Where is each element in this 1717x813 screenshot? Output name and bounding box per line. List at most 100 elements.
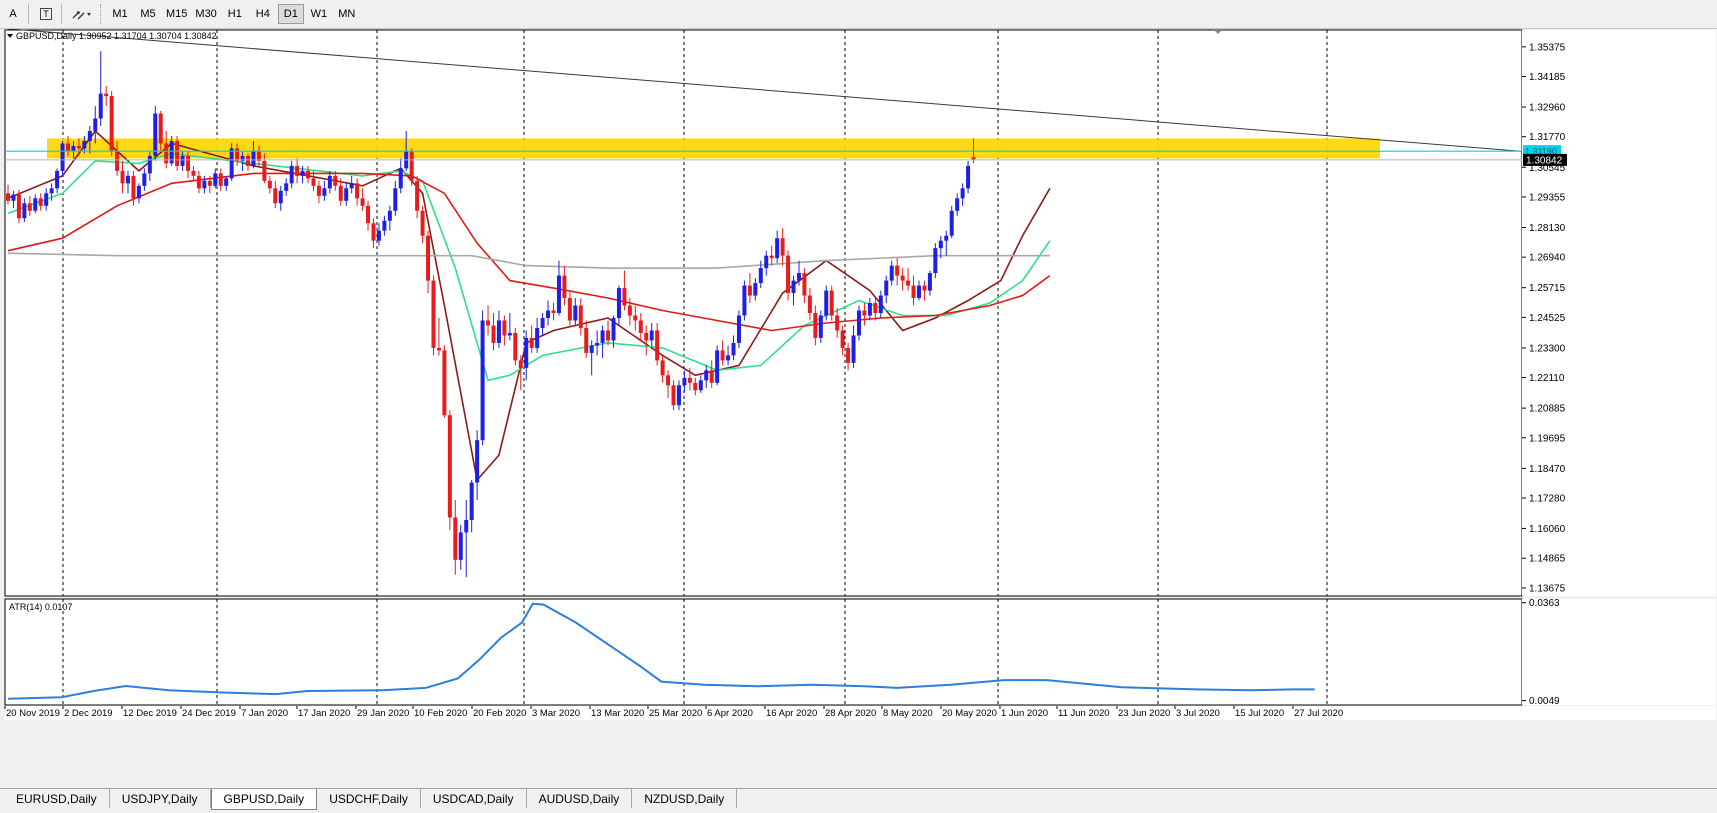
candle-bear[interactable] — [911, 285, 916, 299]
candle-bull[interactable] — [169, 140, 174, 164]
candle-bear[interactable] — [584, 327, 589, 353]
candle-bear[interactable] — [562, 275, 567, 299]
candle-bear[interactable] — [38, 198, 43, 206]
candle-bull[interactable] — [736, 315, 741, 343]
candle-bull[interactable] — [82, 140, 87, 149]
candle-bear[interactable] — [922, 285, 927, 291]
candle-bull[interactable] — [49, 188, 54, 194]
candle-bull[interactable] — [818, 315, 823, 338]
timeframe-h4-button[interactable]: H4 — [255, 8, 270, 20]
candle-bull[interactable] — [546, 310, 551, 318]
candle-bull[interactable] — [475, 440, 480, 483]
candle-bear[interactable] — [813, 313, 818, 338]
candle-bear[interactable] — [513, 332, 518, 361]
candle-bull[interactable] — [791, 280, 796, 294]
tab-usdchf[interactable]: USDCHF,Daily — [317, 789, 421, 808]
candle-bear[interactable] — [338, 185, 343, 201]
candle-bear[interactable] — [164, 143, 169, 164]
candle-bear[interactable] — [906, 280, 911, 286]
candle-bull[interactable] — [382, 220, 387, 231]
text-label-tool-button[interactable]: T — [35, 4, 57, 24]
candle-bear[interactable] — [158, 113, 163, 144]
candle-bull[interactable] — [698, 380, 703, 391]
candle-bull[interactable] — [731, 342, 736, 356]
candle-bull[interactable] — [589, 345, 594, 353]
candle-bear[interactable] — [120, 170, 125, 184]
candle-bear[interactable] — [295, 165, 300, 176]
candle-bear[interactable] — [175, 140, 180, 166]
candle-bull[interactable] — [322, 188, 327, 196]
candle-bull[interactable] — [949, 210, 954, 236]
candle-bull[interactable] — [938, 240, 943, 249]
candle-bear[interactable] — [835, 315, 840, 331]
tab-audusd[interactable]: AUDUSD,Daily — [527, 789, 633, 808]
candle-bear[interactable] — [76, 145, 81, 149]
candle-bull[interactable] — [916, 285, 921, 299]
candle-bear[interactable] — [687, 377, 692, 383]
tab-usdcad[interactable]: USDCAD,Daily — [421, 789, 527, 808]
candle-bull[interactable] — [540, 317, 545, 328]
candle-bear[interactable] — [131, 175, 136, 199]
candle-bear[interactable] — [360, 198, 365, 206]
candle-bear[interactable] — [895, 265, 900, 276]
candle-bull[interactable] — [889, 265, 894, 281]
candle-bear[interactable] — [502, 320, 507, 336]
candle-bull[interactable] — [458, 532, 463, 560]
candle-bear[interactable] — [578, 305, 583, 328]
candle-bear[interactable] — [104, 93, 109, 97]
candle-bear[interactable] — [366, 205, 371, 224]
candle-bull[interactable] — [344, 188, 349, 201]
timeframe-m30-button[interactable]: M30 — [195, 8, 217, 20]
candle-bull[interactable] — [33, 198, 38, 211]
candle-bull[interactable] — [229, 148, 234, 179]
candle-bear[interactable] — [747, 285, 752, 296]
candle-bull[interactable] — [556, 275, 561, 313]
candle-bear[interactable] — [426, 235, 431, 281]
tab-gbpusd[interactable]: GBPUSD,Daily — [210, 789, 318, 810]
candle-bull[interactable] — [535, 327, 540, 348]
candle-bear[interactable] — [644, 332, 649, 341]
timeframe-m5-button[interactable]: M5 — [140, 8, 156, 20]
candle-bear[interactable] — [709, 370, 714, 383]
chart-area[interactable]: 1.35375 1.34185 1.32960 1.31770 1.30545 1.293… — [0, 29, 1717, 788]
candle-bear[interactable] — [453, 517, 458, 560]
candle-bull[interactable] — [213, 173, 218, 186]
candle-bull[interactable] — [933, 248, 938, 274]
candle-bear[interactable] — [840, 330, 845, 348]
candle-bear[interactable] — [567, 298, 572, 321]
trendline[interactable] — [7, 29, 1523, 152]
candle-bull[interactable] — [715, 350, 720, 383]
candle-bull[interactable] — [966, 165, 971, 189]
candle-bear[interactable] — [655, 330, 660, 361]
candle-bear[interactable] — [769, 255, 774, 259]
candle-bear[interactable] — [971, 157, 976, 160]
candle-bear[interactable] — [256, 150, 261, 161]
candle-bear[interactable] — [186, 155, 191, 171]
candle-bull[interactable] — [753, 283, 758, 296]
candle-bull[interactable] — [649, 330, 654, 341]
candle-bear[interactable] — [196, 175, 201, 189]
candle-bear[interactable] — [660, 360, 665, 376]
candle-bull[interactable] — [851, 335, 856, 363]
timeframe-h1-button[interactable]: H1 — [227, 8, 242, 20]
candle-bull[interactable] — [87, 130, 92, 141]
candle-bull[interactable] — [573, 305, 578, 321]
candle-bull[interactable] — [764, 255, 769, 269]
candle-bull[interactable] — [224, 178, 229, 186]
candle-bear[interactable] — [802, 273, 807, 296]
candle-bear[interactable] — [627, 305, 632, 316]
candle-bear[interactable] — [66, 143, 71, 151]
candle-bear[interactable] — [638, 320, 643, 333]
timeframe-m15-button[interactable]: M15 — [166, 8, 188, 20]
candle-bear[interactable] — [807, 295, 812, 313]
toolbar-grip[interactable] — [100, 4, 105, 24]
tab-nzdusd[interactable]: NZDUSD,Daily — [632, 789, 738, 808]
candle-bear[interactable] — [518, 360, 523, 368]
candle-bear[interactable] — [218, 173, 223, 186]
timeframe-mn-button[interactable]: MN — [338, 8, 356, 20]
candle-bull[interactable] — [44, 193, 49, 206]
shift-marker-icon[interactable] — [1214, 30, 1222, 34]
candle-bull[interactable] — [147, 155, 152, 174]
candle-bear[interactable] — [873, 303, 878, 313]
candle-bull[interactable] — [398, 168, 403, 189]
